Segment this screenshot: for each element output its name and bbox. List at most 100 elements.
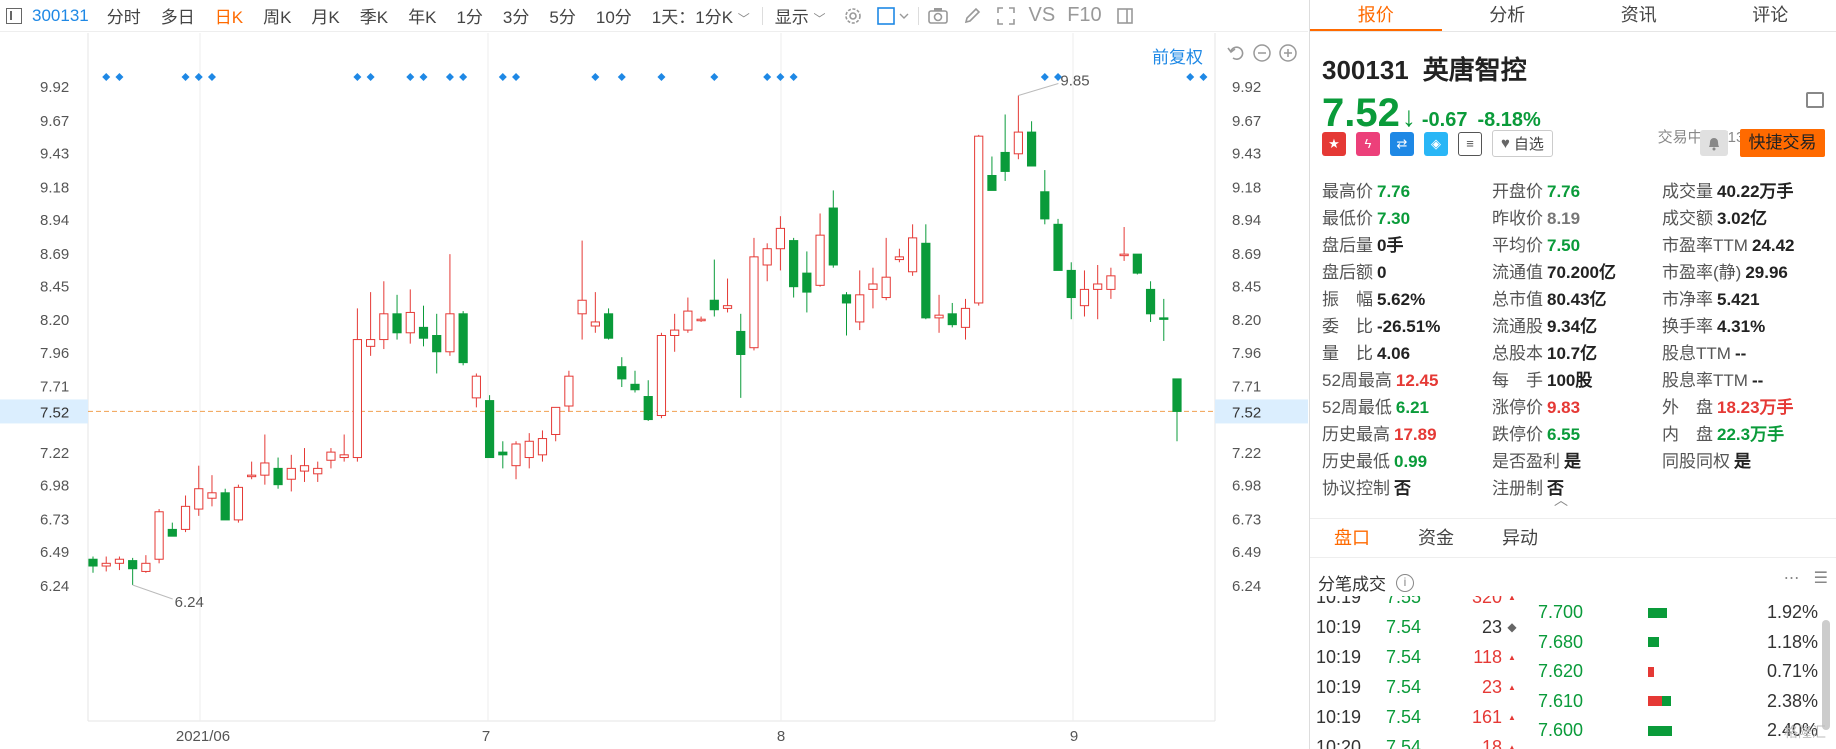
candle-body[interactable] xyxy=(260,462,270,476)
candle-body[interactable] xyxy=(921,242,931,319)
event-marker-icon[interactable] xyxy=(353,73,362,81)
event-marker-icon[interactable] xyxy=(1054,73,1063,81)
candle-body[interactable] xyxy=(484,400,495,459)
candle-body[interactable] xyxy=(1106,275,1116,290)
event-marker-icon[interactable] xyxy=(115,73,124,81)
candle-body[interactable] xyxy=(974,135,984,304)
candle-body[interactable] xyxy=(841,294,852,304)
candle-body[interactable] xyxy=(802,272,812,293)
candle-body[interactable] xyxy=(577,299,587,315)
chevron-up-icon[interactable]: ︿ xyxy=(1554,492,1568,508)
candle-body[interactable] xyxy=(180,505,191,530)
period-tab-0[interactable]: 分时 xyxy=(106,8,141,27)
event-marker-icon[interactable] xyxy=(591,73,600,81)
event-marker-icon[interactable] xyxy=(207,73,216,81)
scrollbar[interactable] xyxy=(1822,620,1830,730)
event-marker-icon[interactable] xyxy=(102,73,111,81)
quote-tab-0[interactable]: 报价 xyxy=(1310,0,1442,31)
quick-trade-button[interactable]: 快捷交易 xyxy=(1740,129,1825,157)
undo-icon[interactable] xyxy=(1226,43,1246,68)
event-marker-icon[interactable] xyxy=(1186,73,1195,81)
candle-body[interactable] xyxy=(670,329,680,336)
candle-body[interactable] xyxy=(524,440,534,459)
candle-body[interactable] xyxy=(392,313,402,334)
event-marker-icon[interactable] xyxy=(710,73,719,81)
candle-body[interactable] xyxy=(101,562,111,567)
candle-body[interactable] xyxy=(511,443,521,467)
candle-body[interactable] xyxy=(352,339,362,459)
candle-body[interactable] xyxy=(141,562,151,572)
period-tab-7[interactable]: 1分 xyxy=(456,8,483,27)
candle-body[interactable] xyxy=(630,383,640,391)
period-tab-2[interactable]: 日K xyxy=(214,8,244,27)
sub-tab-2[interactable]: 异动 xyxy=(1502,528,1538,548)
zoom-in-icon[interactable] xyxy=(1278,43,1298,68)
event-marker-icon[interactable] xyxy=(763,73,772,81)
candle-body[interactable] xyxy=(286,467,296,480)
chart-canvas[interactable]: 9.92 9.92 9.67 9.67 9.43 9.43 9.18 9.18 8.94 8.94… xyxy=(0,33,1308,749)
candle-body[interactable] xyxy=(1093,283,1103,290)
camera-icon[interactable] xyxy=(926,4,950,28)
candle-body[interactable] xyxy=(154,511,164,560)
candle-body[interactable] xyxy=(736,330,746,355)
candle-body[interactable] xyxy=(418,326,429,339)
event-marker-icon[interactable] xyxy=(406,73,415,81)
candle-body[interactable] xyxy=(326,451,336,461)
settings-icon[interactable] xyxy=(841,4,865,28)
candle-body[interactable] xyxy=(128,560,138,570)
lightning-icon[interactable]: ϟ xyxy=(1356,131,1380,156)
candle-body[interactable] xyxy=(220,492,230,521)
candle-body[interactable] xyxy=(551,406,561,435)
candle-body[interactable] xyxy=(167,528,177,537)
quote-tab-3[interactable]: 评论 xyxy=(1752,5,1789,25)
event-marker-icon[interactable] xyxy=(419,73,428,81)
candle-body[interactable] xyxy=(1145,288,1156,315)
stock-code[interactable]: 300131 xyxy=(32,5,89,25)
tag-icon[interactable]: ◈ xyxy=(1424,131,1448,156)
candle-body[interactable] xyxy=(722,305,733,309)
candle-body[interactable] xyxy=(590,321,600,327)
event-marker-icon[interactable] xyxy=(498,73,507,81)
candle-body[interactable] xyxy=(1079,288,1090,307)
period-tab-5[interactable]: 季K xyxy=(359,8,389,27)
event-marker-icon[interactable] xyxy=(194,73,203,81)
event-marker-icon[interactable] xyxy=(445,73,454,81)
layout-icon[interactable] xyxy=(1806,92,1824,108)
candle-body[interactable] xyxy=(432,335,442,353)
shuffle-icon[interactable]: ⇄ xyxy=(1390,131,1414,156)
candle-body[interactable] xyxy=(696,318,706,322)
candle-body[interactable] xyxy=(114,558,125,564)
candle-body[interactable] xyxy=(1066,269,1076,299)
candle-body[interactable] xyxy=(458,313,468,364)
candle-body[interactable] xyxy=(207,492,217,499)
candle-body[interactable] xyxy=(273,467,283,486)
pencil-icon[interactable] xyxy=(960,4,984,28)
sidebar-toggle-icon[interactable] xyxy=(6,7,22,24)
sub-tab-1[interactable]: 资金 xyxy=(1418,528,1454,548)
candle-body[interactable] xyxy=(445,313,455,353)
period-tab-10[interactable]: 10分 xyxy=(595,8,632,27)
event-marker-icon[interactable] xyxy=(789,73,798,81)
candle-body[interactable] xyxy=(299,465,310,472)
candle-body[interactable] xyxy=(366,339,376,347)
period-tab-3[interactable]: 周K xyxy=(263,8,292,27)
event-marker-icon[interactable] xyxy=(657,73,666,81)
sub-tab-0[interactable]: 盘口 xyxy=(1334,528,1370,548)
fullscreen-icon[interactable] xyxy=(994,4,1018,28)
candle-body[interactable] xyxy=(1119,253,1129,257)
candle-body[interactable] xyxy=(828,207,838,266)
event-marker-icon[interactable] xyxy=(1199,73,1208,81)
candle-body[interactable] xyxy=(617,366,627,380)
candle-body[interactable] xyxy=(379,313,389,341)
candle-body[interactable] xyxy=(1132,253,1142,274)
range-dropdown[interactable]: 1天：1分K ﹀ xyxy=(642,3,760,28)
event-marker-icon[interactable] xyxy=(1040,73,1049,81)
event-marker-icon[interactable] xyxy=(459,73,468,81)
candle-body[interactable] xyxy=(934,314,944,319)
candle-body[interactable] xyxy=(960,307,971,328)
candle-body[interactable] xyxy=(1172,378,1182,412)
candle-body[interactable] xyxy=(1026,131,1037,167)
candle-body[interactable] xyxy=(88,558,98,567)
vs-button[interactable]: VS xyxy=(1028,4,1056,26)
candle-body[interactable] xyxy=(313,467,323,475)
